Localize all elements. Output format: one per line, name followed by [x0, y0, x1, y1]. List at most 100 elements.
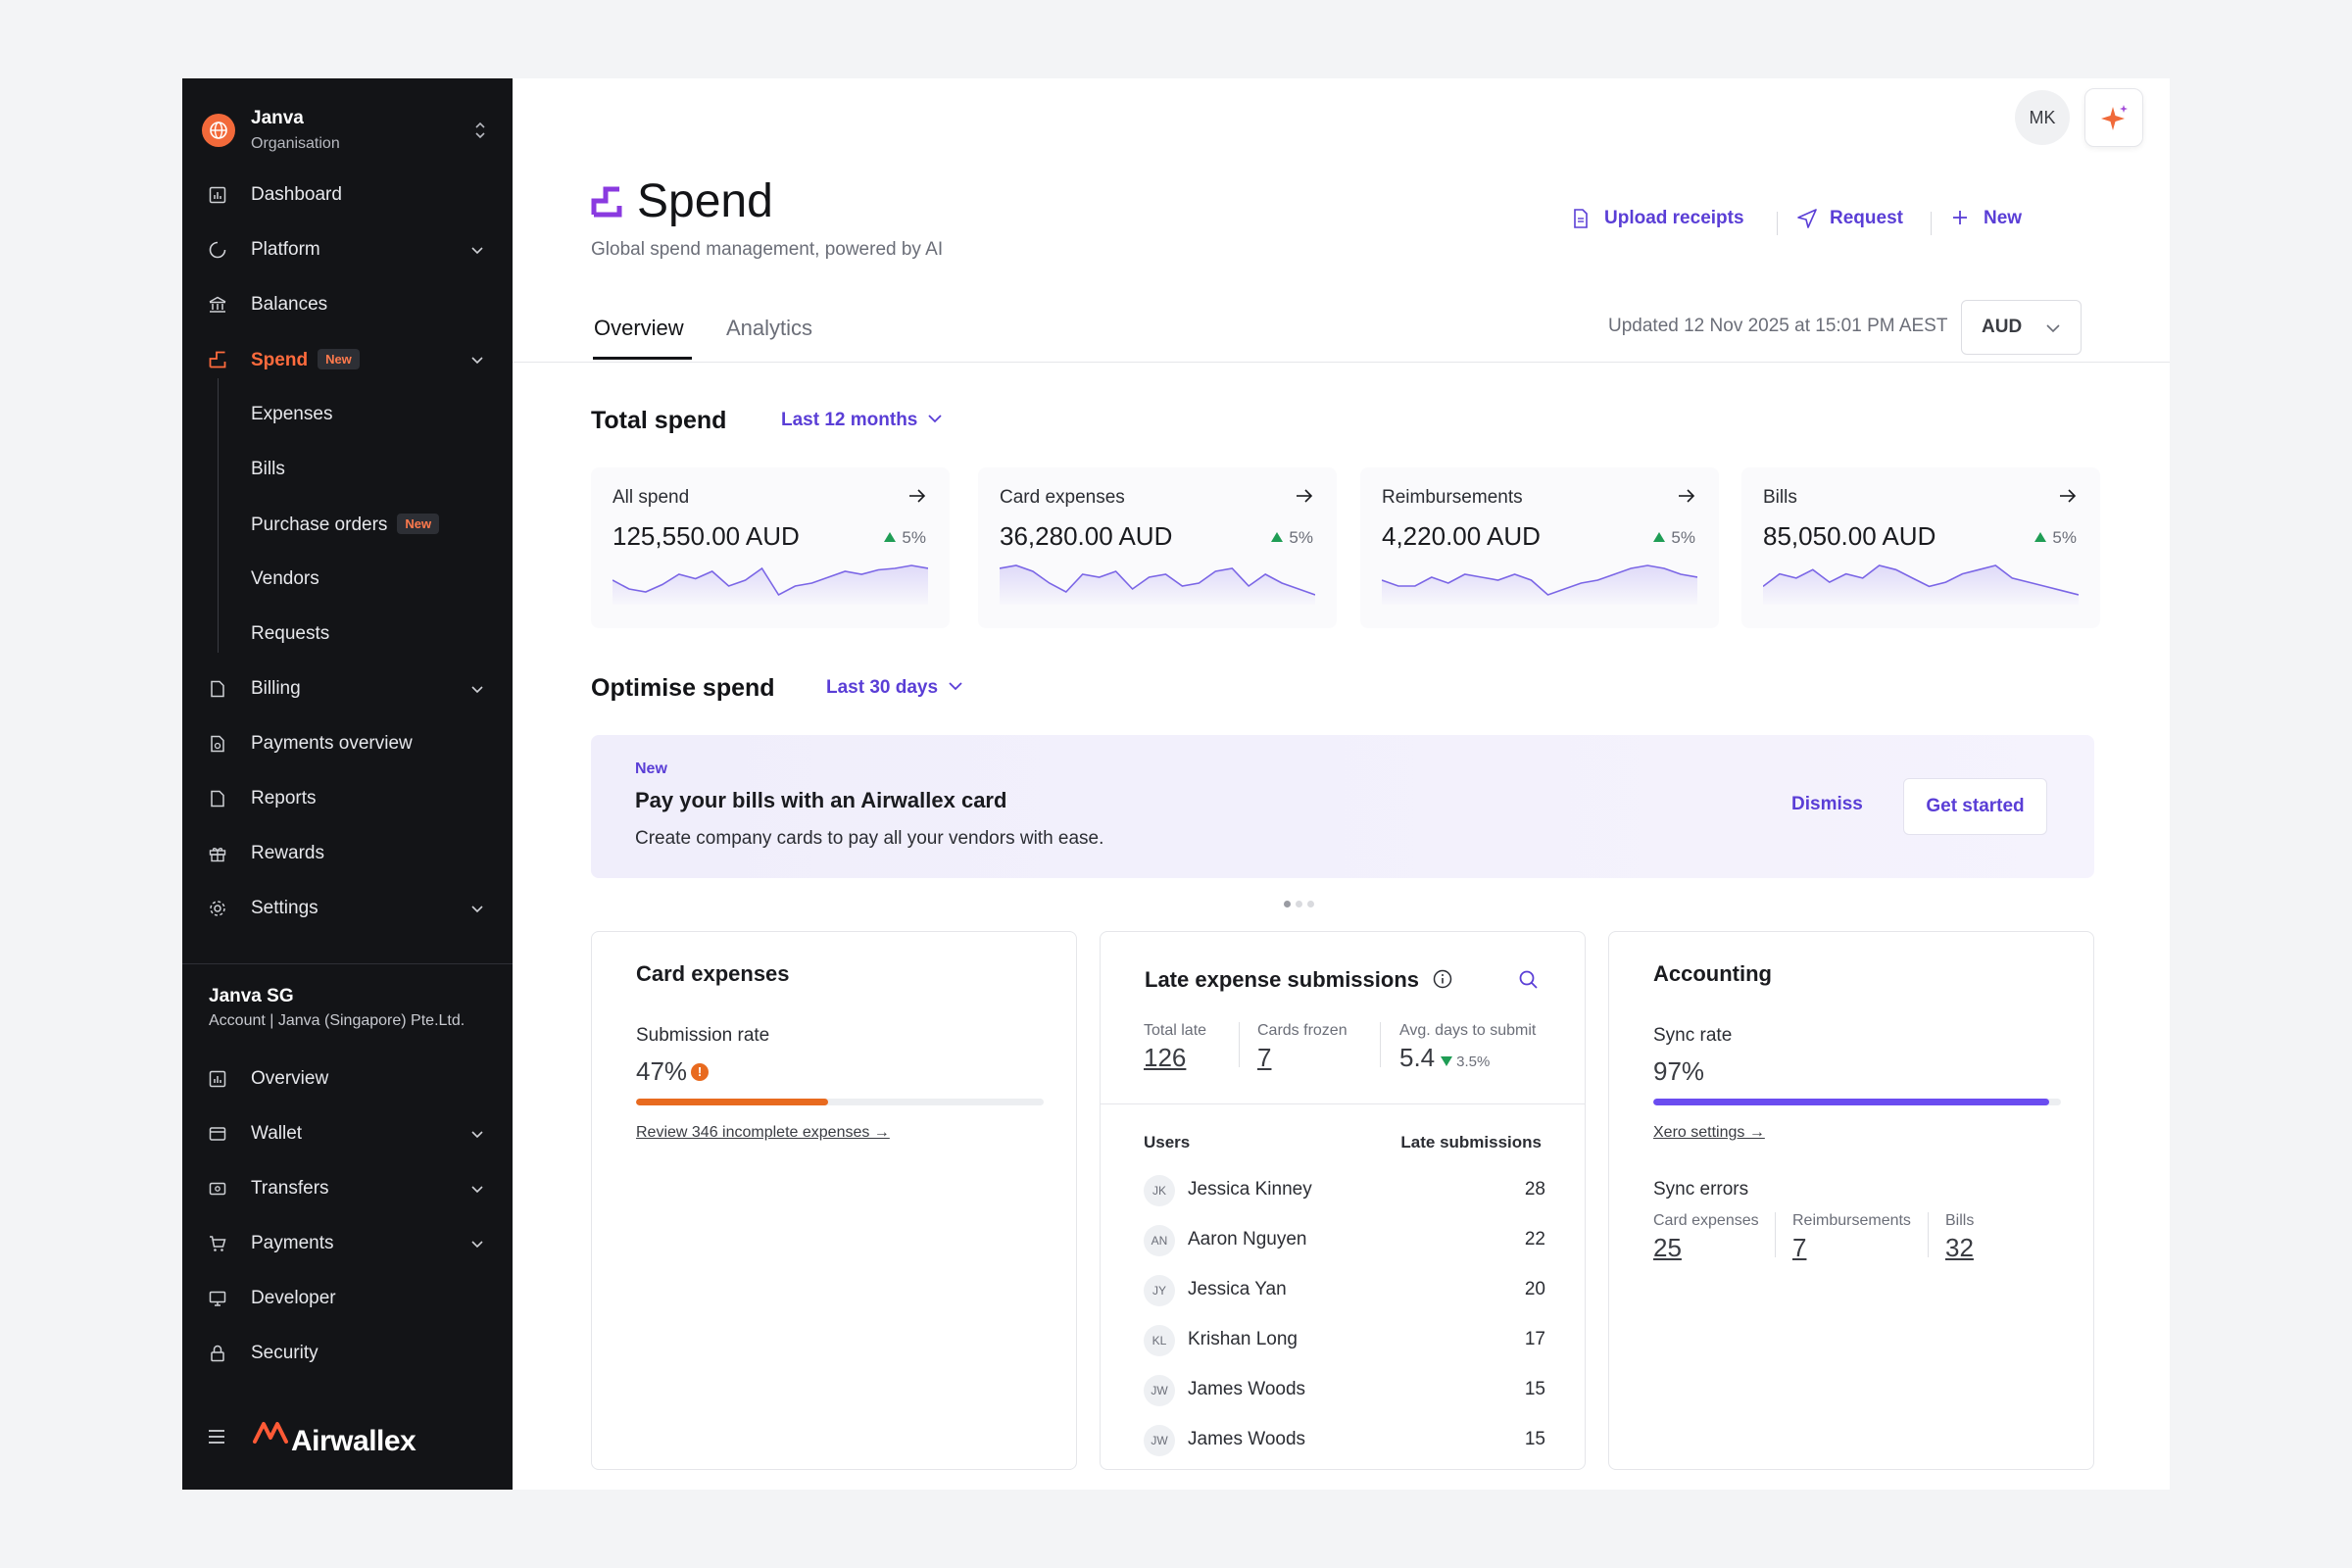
tab-overview[interactable]: Overview — [594, 316, 684, 340]
brand-wordmark: Airwallex — [291, 1425, 416, 1457]
page-subtitle: Global spend management, powered by AI — [591, 239, 944, 260]
kpi-card-all-spend[interactable]: All spend 125,550.00 AUD 5% — [591, 467, 950, 628]
table-row[interactable]: JK Jessica Kinney 28 — [1144, 1173, 1545, 1208]
sidebar-item-platform[interactable]: Platform — [182, 227, 513, 272]
carousel-dot[interactable] — [1307, 901, 1314, 907]
sidebar-item-developer[interactable]: Developer — [182, 1276, 513, 1321]
last-updated: Updated 12 Nov 2025 at 15:01 PM AEST — [1608, 316, 1948, 336]
total-late-value[interactable]: 126 — [1144, 1043, 1187, 1072]
xero-settings-link[interactable]: Xero settings → — [1653, 1124, 1765, 1141]
arrow-right-icon — [2060, 489, 2077, 503]
table-row[interactable]: KL Krishan Long 17 — [1144, 1323, 1545, 1358]
sidebar-item-rewards[interactable]: Rewards — [182, 831, 513, 876]
table-row[interactable]: JW James Woods 15 — [1144, 1423, 1545, 1458]
late-count: 22 — [1524, 1229, 1545, 1250]
stat-label: Cards frozen — [1257, 1022, 1348, 1039]
search-icon[interactable] — [1518, 969, 1540, 991]
brand-footer: Airwallex — [208, 1422, 416, 1457]
globe-icon — [202, 114, 235, 147]
table-row[interactable]: JW James Woods 15 — [1144, 1373, 1545, 1408]
sidebar-item-requests[interactable]: Requests — [182, 612, 513, 657]
bills-errors-value[interactable]: 32 — [1945, 1233, 1974, 1262]
avatar: JW — [1144, 1375, 1175, 1406]
avatar[interactable]: MK — [2015, 90, 2070, 145]
sidebar-item-expenses[interactable]: Expenses — [182, 392, 513, 437]
down-triangle-icon — [1441, 1056, 1453, 1066]
sidebar-item-transfers[interactable]: Transfers — [182, 1166, 513, 1211]
gift-icon — [209, 848, 226, 862]
sidebar-item-purchase-orders[interactable]: Purchase orders New — [182, 502, 513, 547]
chevron-down-icon — [928, 415, 943, 423]
sidebar: Janva Organisation Dashboard Platform Ba… — [182, 78, 513, 1490]
sidebar-item-payments[interactable]: Payments — [182, 1221, 513, 1266]
sidebar-item-vendors[interactable]: Vendors — [182, 557, 513, 602]
overview-icon — [209, 1070, 226, 1088]
user-name: Jessica Yan — [1188, 1279, 1287, 1299]
sidebar-item-wallet[interactable]: Wallet — [182, 1111, 513, 1156]
sidebar-item-overview[interactable]: Overview — [182, 1056, 513, 1102]
sidebar-item-label: Developer — [251, 1288, 336, 1308]
sparkline — [1000, 564, 1315, 605]
late-count: 20 — [1524, 1279, 1545, 1299]
sidebar-item-dashboard[interactable]: Dashboard — [182, 172, 513, 218]
sync-rate-label: Sync rate — [1653, 1025, 1733, 1046]
ai-assistant-button[interactable] — [2084, 88, 2143, 147]
platform-icon — [209, 241, 226, 259]
card-expenses-panel: Card expenses Submission rate 47%! Revie… — [591, 931, 1077, 1470]
reimbursements-errors-value[interactable]: 7 — [1792, 1233, 1807, 1262]
sparkline — [1382, 564, 1697, 605]
kpi-card-bills[interactable]: Bills 85,050.00 AUD 5% — [1741, 467, 2100, 628]
dismiss-button[interactable]: Dismiss — [1791, 794, 1863, 814]
accounting-panel: Accounting Sync rate 97% Xero settings →… — [1608, 931, 2094, 1470]
sidebar-item-label: Payments — [251, 1233, 334, 1253]
info-icon[interactable] — [1433, 969, 1452, 989]
stat-separator — [1928, 1212, 1929, 1257]
sidebar-item-settings[interactable]: Settings — [182, 886, 513, 931]
plus-icon — [1953, 211, 1967, 224]
user-name: Jessica Kinney — [1188, 1179, 1312, 1200]
switch-chevrons-icon — [475, 122, 485, 139]
sidebar-item-reports[interactable]: Reports — [182, 776, 513, 821]
carousel-dot[interactable] — [1296, 901, 1302, 907]
avg-days-text: 5.4 — [1399, 1043, 1436, 1072]
review-incomplete-link[interactable]: Review 346 incomplete expenses → — [636, 1124, 890, 1141]
tab-analytics[interactable]: Analytics — [726, 316, 813, 340]
sidebar-item-security[interactable]: Security — [182, 1331, 513, 1376]
kpi-card-reimbursements[interactable]: Reimbursements 4,220.00 AUD 5% — [1360, 467, 1719, 628]
chevron-down-icon — [471, 1186, 483, 1194]
optimise-period-select[interactable]: Last 30 days — [826, 677, 963, 699]
currency-select[interactable]: AUD — [1961, 300, 2082, 355]
table-row[interactable]: JY Jessica Yan 20 — [1144, 1273, 1545, 1308]
sidebar-item-balances[interactable]: Balances — [182, 282, 513, 327]
sidebar-item-payments-overview[interactable]: Payments overview — [182, 721, 513, 766]
sidebar-item-bills[interactable]: Bills — [182, 447, 513, 492]
wallet-icon — [209, 1127, 226, 1141]
cards-frozen-value[interactable]: 7 — [1257, 1043, 1272, 1072]
chevron-down-icon — [471, 906, 483, 913]
org-switcher[interactable]: Janva Organisation — [202, 98, 493, 163]
sidebar-item-billing[interactable]: Billing — [182, 666, 513, 711]
sidebar-item-label: Spend New — [251, 349, 360, 371]
table-row[interactable]: AN Aaron Nguyen 22 — [1144, 1223, 1545, 1258]
sidebar-divider — [182, 963, 513, 964]
user-name: James Woods — [1188, 1379, 1306, 1399]
submission-rate-bar — [636, 1099, 1044, 1105]
chevron-down-icon — [471, 357, 483, 365]
total-spend-period-select[interactable]: Last 12 months — [781, 410, 943, 431]
menu-icon[interactable] — [208, 1429, 225, 1445]
tabs-divider — [513, 362, 2170, 363]
sparkline-line — [1382, 564, 1697, 596]
carousel-dot-active[interactable] — [1284, 901, 1291, 907]
get-started-button[interactable]: Get started — [1903, 778, 2047, 835]
page-actions: Upload receipts Request New — [513, 206, 2170, 235]
card-expenses-errors-value[interactable]: 25 — [1653, 1233, 1682, 1262]
document-icon — [211, 680, 224, 698]
sidebar-item-label: Balances — [251, 294, 328, 315]
arrow-right-icon — [1679, 489, 1695, 503]
kpi-delta: 5% — [1271, 528, 1313, 548]
kpi-card-card-expenses[interactable]: Card expenses 36,280.00 AUD 5% — [978, 467, 1337, 628]
sparkline-area — [1763, 565, 2079, 605]
warning-icon: ! — [691, 1063, 710, 1081]
banner-description: Create company cards to pay all your ven… — [635, 828, 1104, 849]
sidebar-item-spend[interactable]: Spend New — [182, 337, 513, 382]
